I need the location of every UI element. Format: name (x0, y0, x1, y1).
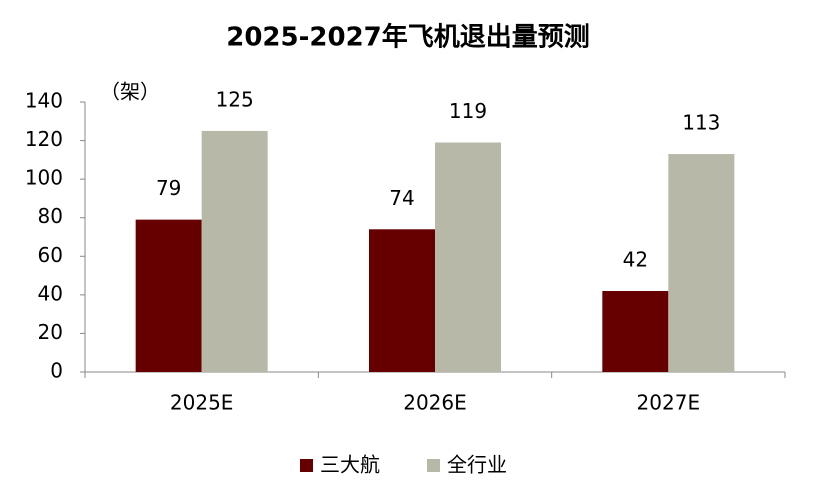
legend-swatch (427, 459, 440, 472)
y-tick-label: 0 (50, 359, 63, 383)
value-label: 113 (682, 111, 720, 135)
bar (668, 154, 735, 372)
legend-label: 全行业 (447, 453, 507, 477)
x-tick-label: 2025E (170, 391, 234, 415)
bar (369, 229, 435, 372)
y-tick-label: 120 (25, 127, 63, 151)
y-tick-label: 140 (25, 89, 63, 113)
y-tick-label: 100 (25, 166, 63, 190)
chart-title: 2025-2027年飞机退出量预测 (226, 22, 590, 53)
x-tick-label: 2026E (403, 391, 467, 415)
y-tick-label: 60 (38, 243, 63, 267)
legend-label: 三大航 (320, 453, 380, 477)
y-tick-label: 40 (38, 281, 63, 305)
value-label: 119 (449, 99, 487, 123)
y-axis-unit: （架） (100, 80, 160, 104)
value-label: 42 (623, 248, 648, 272)
bar (201, 130, 268, 372)
bar (602, 291, 669, 372)
x-tick-label: 2027E (637, 391, 701, 415)
value-label: 79 (156, 176, 181, 200)
legend-swatch (300, 459, 313, 472)
y-tick-label: 80 (38, 204, 63, 228)
value-label: 74 (389, 186, 414, 210)
value-label: 125 (216, 87, 254, 111)
bar (135, 219, 202, 372)
y-tick-label: 20 (38, 320, 63, 344)
bar (435, 142, 501, 372)
